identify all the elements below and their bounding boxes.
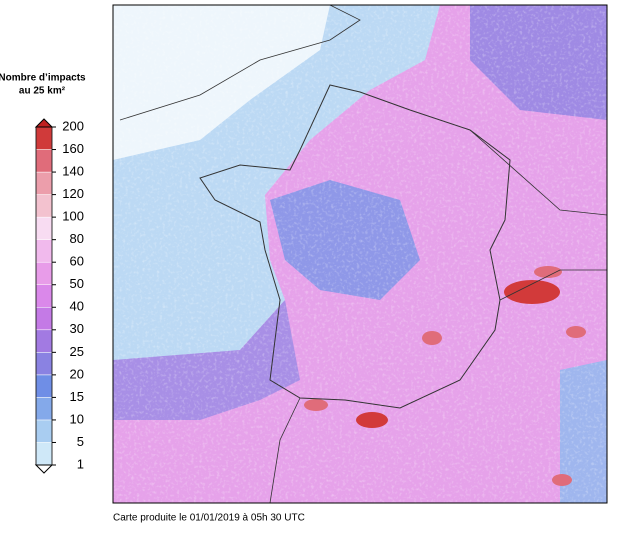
legend-label: 50 — [70, 276, 84, 291]
map-frame — [112, 4, 608, 504]
legend-label: 120 — [62, 186, 84, 201]
legend-label: 40 — [70, 299, 84, 314]
legend-swatch — [35, 171, 53, 195]
legend-label: 160 — [62, 141, 84, 156]
legend-label: 140 — [62, 164, 84, 179]
legend-label: 60 — [70, 254, 84, 269]
legend-swatch — [35, 442, 53, 466]
legend-swatch — [35, 194, 53, 218]
footer: Carte produite le 01/01/2019 à 05h 30 UT… — [113, 513, 305, 524]
legend-swatch — [35, 374, 53, 398]
legend-swatch — [35, 239, 53, 263]
legend-swatch — [35, 307, 53, 331]
legend-label: 5 — [77, 434, 84, 449]
legend-label: 25 — [70, 344, 84, 359]
legend-label: 1 — [77, 456, 84, 471]
legend-label: 30 — [70, 321, 84, 336]
legend-label: 15 — [70, 389, 84, 404]
legend-label: 100 — [62, 209, 84, 224]
legend-swatch — [35, 284, 53, 308]
legend-swatch — [35, 261, 53, 285]
legend-under — [34, 464, 54, 474]
legend-label: 80 — [70, 231, 84, 246]
legend-swatch — [35, 126, 53, 150]
legend-swatch — [35, 419, 53, 443]
legend-label: 200 — [62, 118, 84, 133]
legend-swatch — [35, 329, 53, 353]
legend-swatch — [35, 397, 53, 421]
legend-swatch — [35, 352, 53, 376]
legend-over — [34, 118, 54, 128]
legend-title: Nombre d’impacts — [0, 73, 86, 84]
map — [113, 5, 607, 503]
legend-swatch — [35, 149, 53, 173]
legend-swatch — [35, 216, 53, 240]
legend-frame — [35, 126, 53, 466]
legend-title: au 25 km² — [19, 86, 66, 97]
legend-label: 20 — [70, 366, 84, 381]
legend-label: 10 — [70, 411, 84, 426]
